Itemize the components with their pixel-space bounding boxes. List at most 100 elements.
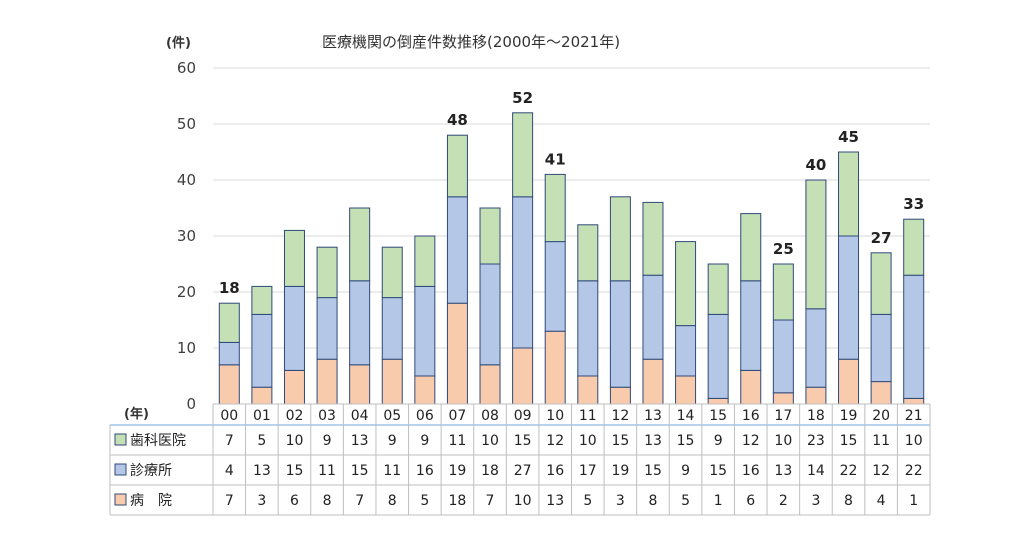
table-cell-dental: 10 [905, 433, 923, 449]
bar-segment-clinic [283, 285, 305, 371]
bar-segment-hospital [218, 364, 240, 405]
table-cell-hospital: 7 [225, 493, 234, 509]
bar-segment-clinic [381, 297, 403, 360]
table-cell-clinic: 16 [546, 463, 564, 479]
bar-segment-clinic [675, 325, 697, 377]
bar-segment-hospital [349, 364, 371, 405]
table-cell-clinic: 4 [225, 463, 234, 479]
table-cell-dental: 15 [840, 433, 858, 449]
table-cell-hospital: 6 [746, 493, 755, 509]
x-category-label: 06 [416, 408, 434, 424]
bar-segment-dental [218, 302, 240, 343]
bar-segment-clinic [870, 313, 892, 383]
table-cell-hospital: 5 [583, 493, 592, 509]
bar-segment-clinic [838, 235, 860, 360]
table-cell-dental: 10 [286, 433, 304, 449]
bar-segment-dental [251, 285, 273, 315]
table-cell-clinic: 13 [774, 463, 792, 479]
bar-segment-dental [512, 112, 534, 198]
bar-segment-dental [805, 179, 827, 310]
x-category-label: 20 [872, 408, 890, 424]
bar-segment-hospital [772, 392, 794, 405]
table-cell-dental: 12 [546, 433, 564, 449]
table-cell-clinic: 15 [286, 463, 304, 479]
bar-segment-hospital [283, 369, 305, 405]
table-cell-dental: 9 [420, 433, 429, 449]
table-cell-dental: 9 [323, 433, 332, 449]
table-cell-dental: 9 [714, 433, 723, 449]
bar-total-label: 48 [447, 111, 468, 129]
x-category-label: 17 [774, 408, 792, 424]
bars [218, 112, 925, 405]
bar-segment-dental [544, 173, 566, 243]
table-cell-clinic: 11 [318, 463, 336, 479]
bar-total-label: 18 [219, 279, 240, 297]
table-cell-clinic: 16 [742, 463, 760, 479]
bar-segment-hospital [479, 364, 501, 405]
bar-segment-clinic [642, 274, 664, 360]
x-category-label: 16 [742, 408, 760, 424]
total-labels: 18 48 52 41 25 40 45 27 33 [219, 89, 924, 297]
bar-segment-hospital [838, 358, 860, 405]
bar-segment-hospital [870, 381, 892, 405]
bar-segment-dental [903, 218, 925, 276]
table-cell-hospital: 5 [681, 493, 690, 509]
table-cell-clinic: 15 [709, 463, 727, 479]
table-cell-clinic: 22 [905, 463, 923, 479]
table-cell-hospital: 7 [486, 493, 495, 509]
bar-segment-clinic [609, 280, 631, 388]
table-cell-clinic: 27 [514, 463, 532, 479]
bar-segment-dental [642, 201, 664, 276]
x-category-label: 18 [807, 408, 825, 424]
table-cell-hospital: 2 [779, 493, 788, 509]
bar-segment-hospital [642, 358, 664, 405]
y-tick-label: 50 [177, 115, 196, 133]
table-cell-dental: 10 [579, 433, 597, 449]
legend-key-clinic [114, 463, 127, 476]
bar-segment-clinic [479, 263, 501, 366]
table-cell-clinic: 16 [416, 463, 434, 479]
table-cell-clinic: 17 [579, 463, 597, 479]
bar-segment-clinic [772, 319, 794, 394]
bar-segment-clinic [446, 196, 468, 304]
x-category-label: 21 [905, 408, 923, 424]
bar-segment-dental [479, 207, 501, 265]
y-tick-label: 20 [177, 283, 196, 301]
x-category-label: 11 [579, 408, 597, 424]
table-cell-clinic: 15 [644, 463, 662, 479]
bar-segment-hospital [577, 375, 599, 405]
bar-segment-dental [740, 213, 762, 282]
legend-label-dental: 歯科医院 [130, 433, 186, 449]
x-category-label: 00 [220, 408, 238, 424]
table-cell-clinic: 9 [681, 463, 690, 479]
table-cell-clinic: 19 [611, 463, 629, 479]
bar-total-label: 41 [545, 150, 566, 168]
x-category-label: 03 [318, 408, 336, 424]
table-cell-clinic: 15 [351, 463, 369, 479]
table-cell-dental: 11 [872, 433, 890, 449]
bar-segment-dental [577, 224, 599, 282]
y-tick-label: 0 [186, 395, 196, 413]
x-category-label: 08 [481, 408, 499, 424]
y-tick-label: 30 [177, 227, 196, 245]
bar-total-label: 45 [838, 128, 859, 146]
bar-segment-hospital [609, 386, 631, 405]
bar-segment-clinic [218, 341, 240, 366]
table-cell-dental: 13 [351, 433, 369, 449]
bar-segment-clinic [349, 280, 371, 366]
table-cell-hospital: 1 [714, 493, 723, 509]
bar-segment-hospital [903, 397, 925, 405]
bar-segment-dental [870, 252, 892, 315]
x-category-label: 19 [840, 408, 858, 424]
legend-label-clinic: 診療所 [130, 462, 172, 479]
table-cell-dental: 10 [774, 433, 792, 449]
table-cell-hospital: 8 [388, 493, 397, 509]
bar-segment-hospital [740, 369, 762, 405]
legend-key-dental [114, 433, 127, 446]
bar-segment-clinic [740, 280, 762, 371]
table-cell-dental: 12 [742, 433, 760, 449]
table-cell-dental: 13 [644, 433, 662, 449]
bar-segment-hospital [707, 397, 729, 405]
y-axis-unit-label: (件) [166, 35, 191, 51]
